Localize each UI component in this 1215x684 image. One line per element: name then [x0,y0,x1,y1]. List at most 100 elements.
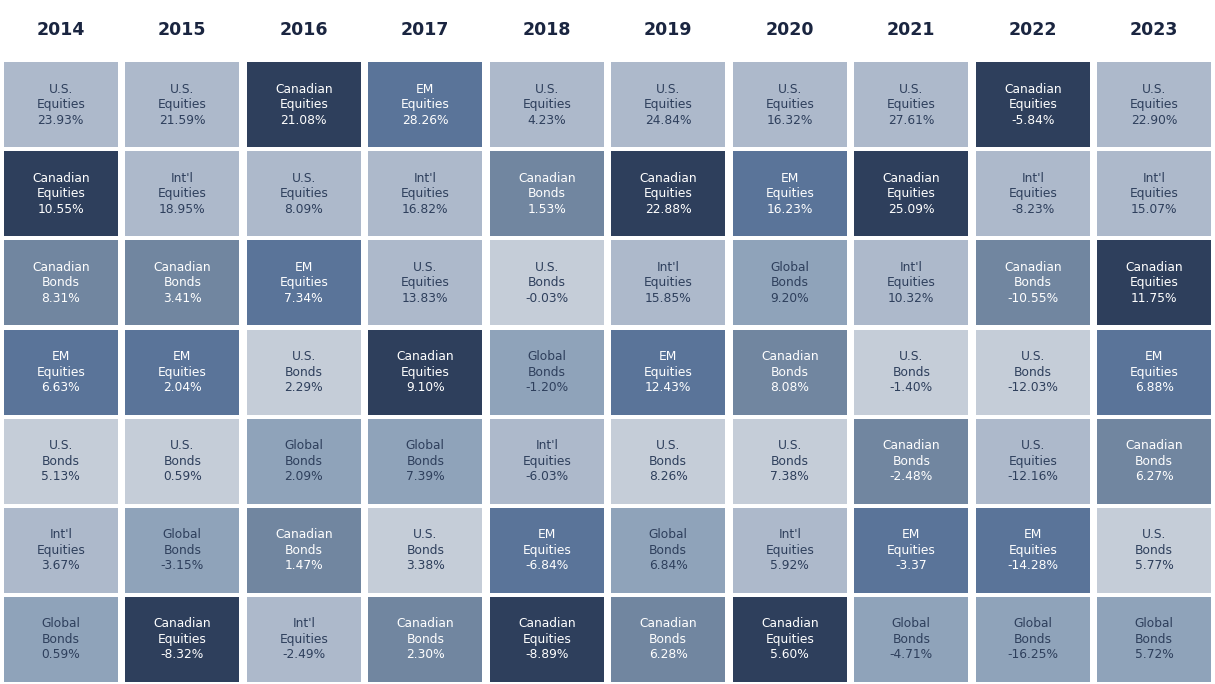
Bar [976,508,1090,593]
Text: Canadian
Equities
11.75%: Canadian Equities 11.75% [1125,261,1183,305]
Bar [976,241,1090,326]
Text: U.S.
Equities
4.23%: U.S. Equities 4.23% [522,83,571,127]
Text: U.S.
Equities
8.09%: U.S. Equities 8.09% [279,172,328,216]
Text: Canadian
Equities
-8.32%: Canadian Equities -8.32% [153,618,211,661]
Text: Int'l
Equities
-8.23%: Int'l Equities -8.23% [1008,172,1057,216]
Text: Int'l
Equities
-2.49%: Int'l Equities -2.49% [279,618,328,661]
Text: Canadian
Bonds
3.41%: Canadian Bonds 3.41% [153,261,211,305]
Bar [490,2,604,58]
Text: Canadian
Equities
-8.89%: Canadian Equities -8.89% [518,618,576,661]
Text: Global
Bonds
9.20%: Global Bonds 9.20% [770,261,809,305]
Bar [854,597,968,682]
Bar [4,508,118,593]
Bar [368,151,482,237]
Text: Global
Bonds
-16.25%: Global Bonds -16.25% [1007,618,1058,661]
Bar [368,2,482,58]
Text: EM
Equities
28.26%: EM Equities 28.26% [401,83,450,127]
Text: U.S.
Equities
21.59%: U.S. Equities 21.59% [158,83,207,127]
Bar [125,597,239,682]
Text: Int'l
Equities
10.32%: Int'l Equities 10.32% [887,261,936,305]
Bar [1097,241,1211,326]
Text: Global
Bonds
0.59%: Global Bonds 0.59% [41,618,80,661]
Bar [4,419,118,503]
Text: EM
Equities
-6.84%: EM Equities -6.84% [522,528,571,573]
Bar [247,597,361,682]
Text: Canadian
Bonds
8.08%: Canadian Bonds 8.08% [761,350,819,394]
Text: Int'l
Equities
18.95%: Int'l Equities 18.95% [158,172,207,216]
Bar [976,597,1090,682]
Bar [854,330,968,415]
Bar [490,419,604,503]
Bar [854,2,968,58]
Bar [611,508,725,593]
Bar [976,419,1090,503]
Bar [247,419,361,503]
Text: Global
Bonds
7.39%: Global Bonds 7.39% [406,439,445,483]
Bar [611,419,725,503]
Text: 2023: 2023 [1130,21,1179,39]
Text: 2022: 2022 [1008,21,1057,39]
Text: EM
Equities
7.34%: EM Equities 7.34% [279,261,328,305]
Text: Global
Bonds
-1.20%: Global Bonds -1.20% [525,350,569,394]
Bar [854,241,968,326]
Bar [247,330,361,415]
Text: EM
Equities
16.23%: EM Equities 16.23% [765,172,814,216]
Bar [733,508,847,593]
Text: Canadian
Bonds
1.53%: Canadian Bonds 1.53% [518,172,576,216]
Bar [125,2,239,58]
Text: EM
Equities
6.88%: EM Equities 6.88% [1130,350,1179,394]
Bar [1097,330,1211,415]
Bar [247,151,361,237]
Bar [854,151,968,237]
Bar [4,151,118,237]
Bar [368,597,482,682]
Bar [247,2,361,58]
Text: U.S.
Bonds
-0.03%: U.S. Bonds -0.03% [525,261,569,305]
Text: Canadian
Equities
-5.84%: Canadian Equities -5.84% [1004,83,1062,127]
Bar [490,241,604,326]
Bar [368,508,482,593]
Bar [247,62,361,147]
Bar [976,62,1090,147]
Bar [490,508,604,593]
Text: U.S.
Equities
22.90%: U.S. Equities 22.90% [1130,83,1179,127]
Text: 2015: 2015 [158,21,207,39]
Text: Canadian
Bonds
-2.48%: Canadian Bonds -2.48% [882,439,940,483]
Text: U.S.
Bonds
-1.40%: U.S. Bonds -1.40% [889,350,933,394]
Text: Global
Bonds
2.09%: Global Bonds 2.09% [284,439,323,483]
Text: U.S.
Equities
-12.16%: U.S. Equities -12.16% [1007,439,1058,483]
Bar [125,151,239,237]
Bar [247,241,361,326]
Bar [733,2,847,58]
Text: Canadian
Bonds
8.31%: Canadian Bonds 8.31% [32,261,90,305]
Text: 2014: 2014 [36,21,85,39]
Bar [4,330,118,415]
Text: U.S.
Bonds
2.29%: U.S. Bonds 2.29% [284,350,323,394]
Bar [733,151,847,237]
Bar [611,330,725,415]
Bar [368,241,482,326]
Text: U.S.
Equities
13.83%: U.S. Equities 13.83% [401,261,450,305]
Bar [368,419,482,503]
Text: 2018: 2018 [522,21,571,39]
Text: EM
Equities
-14.28%: EM Equities -14.28% [1007,528,1058,573]
Text: Int'l
Equities
15.07%: Int'l Equities 15.07% [1130,172,1179,216]
Bar [733,419,847,503]
Text: Int'l
Equities
-6.03%: Int'l Equities -6.03% [522,439,571,483]
Text: Canadian
Equities
5.60%: Canadian Equities 5.60% [761,618,819,661]
Text: U.S.
Equities
27.61%: U.S. Equities 27.61% [887,83,936,127]
Text: Canadian
Bonds
6.28%: Canadian Bonds 6.28% [639,618,697,661]
Text: EM
Equities
-3.37: EM Equities -3.37 [887,528,936,573]
Bar [976,151,1090,237]
Bar [4,62,118,147]
Bar [125,62,239,147]
Bar [125,241,239,326]
Bar [1097,62,1211,147]
Bar [611,62,725,147]
Text: Int'l
Equities
16.82%: Int'l Equities 16.82% [401,172,450,216]
Bar [611,597,725,682]
Text: Canadian
Bonds
2.30%: Canadian Bonds 2.30% [396,618,454,661]
Bar [611,151,725,237]
Bar [1097,151,1211,237]
Bar [733,330,847,415]
